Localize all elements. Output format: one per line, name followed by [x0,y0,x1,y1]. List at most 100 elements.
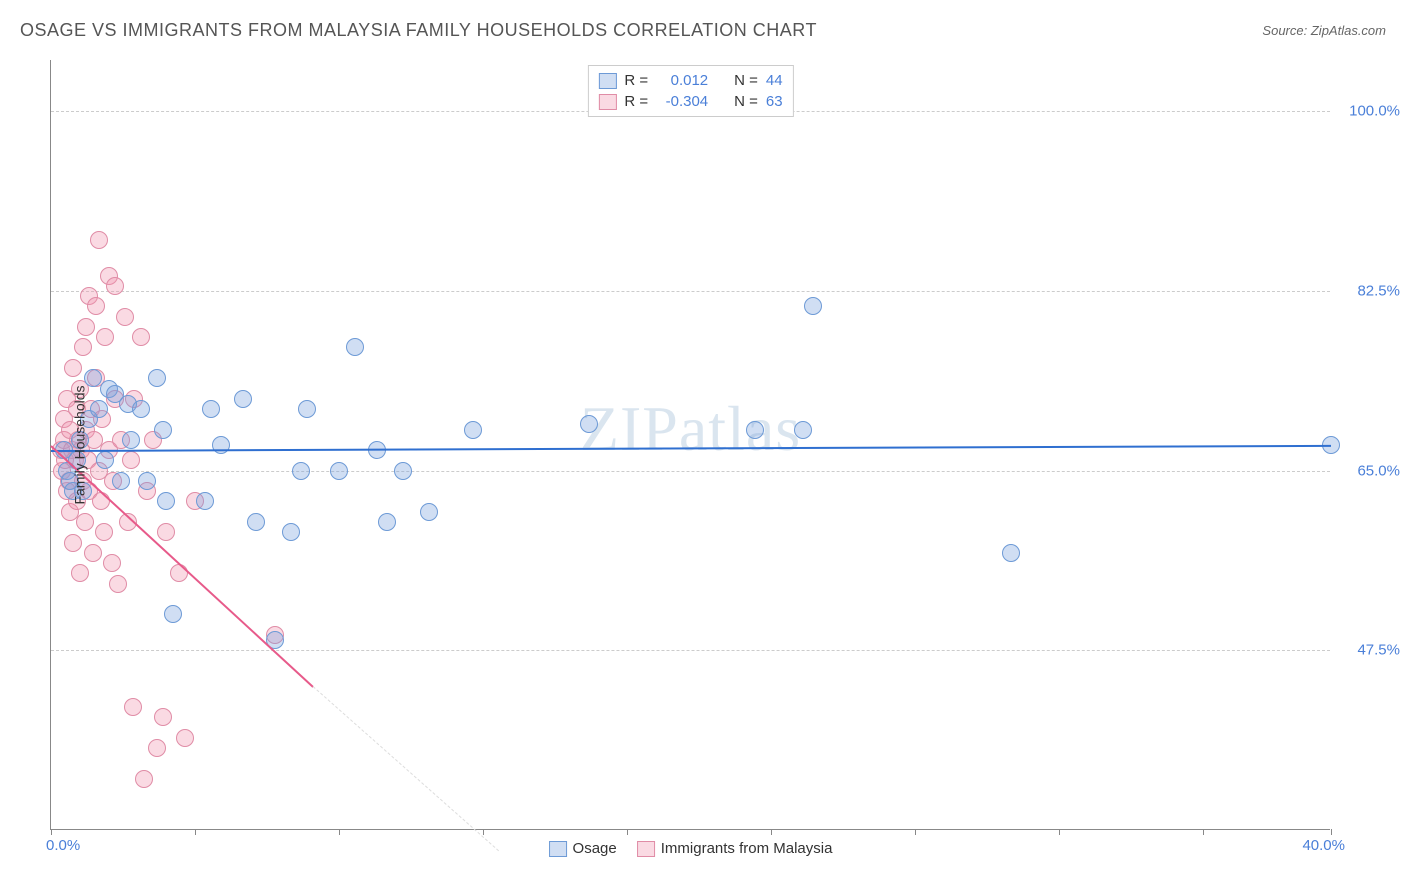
data-point [96,328,114,346]
data-point [154,708,172,726]
data-point [804,297,822,315]
data-point [138,472,156,490]
data-point [746,421,764,439]
legend-series: Osage Immigrants from Malaysia [549,840,833,857]
data-point [148,739,166,757]
data-point [112,472,130,490]
trend-line [51,445,1331,452]
data-point [170,564,188,582]
data-point [95,523,113,541]
x-tick-label-end: 40.0% [1302,837,1345,854]
legend-item: Immigrants from Malaysia [637,840,833,857]
y-tick-label: 82.5% [1357,283,1400,300]
data-point [794,421,812,439]
data-point [298,400,316,418]
x-tick [51,829,52,835]
source-name: ZipAtlas.com [1311,23,1386,38]
gridline [51,291,1330,292]
data-point [90,400,108,418]
data-point [106,277,124,295]
data-point [157,492,175,510]
data-point [132,328,150,346]
data-point [292,462,310,480]
data-point [247,513,265,531]
chart-area: ZIPatlas 47.5%65.0%82.5%100.0%0.0%40.0%R… [50,60,1330,830]
data-point [109,575,127,593]
r-value: 0.012 [656,72,708,89]
data-point [116,308,134,326]
x-tick-label-start: 0.0% [46,837,80,854]
data-point [1002,544,1020,562]
legend-swatch [598,94,616,110]
data-point [96,451,114,469]
n-label: N = [734,93,758,110]
data-point [580,415,598,433]
gridline [51,471,1330,472]
data-point [77,318,95,336]
x-tick [915,829,916,835]
data-point [157,523,175,541]
y-tick-label: 100.0% [1349,103,1400,120]
x-tick [1059,829,1060,835]
r-label: R = [624,72,648,89]
y-tick-label: 47.5% [1357,642,1400,659]
data-point [64,359,82,377]
data-point [148,369,166,387]
r-value: -0.304 [656,93,708,110]
legend-stats: R = 0.012 N = 44 R = -0.304 N = 63 [587,65,793,117]
data-point [420,503,438,521]
x-tick [771,829,772,835]
data-point [64,534,82,552]
x-tick [483,829,484,835]
legend-swatch [598,73,616,89]
y-tick-label: 65.0% [1357,462,1400,479]
legend-label: Osage [573,840,617,857]
n-label: N = [734,72,758,89]
x-tick [627,829,628,835]
data-point [74,338,92,356]
data-point [122,431,140,449]
data-point [84,544,102,562]
legend-item: Osage [549,840,617,857]
data-point [135,770,153,788]
source-label: Source: [1262,23,1307,38]
data-point [154,421,172,439]
data-point [234,390,252,408]
legend-swatch [637,841,655,857]
trend-line [50,445,314,688]
chart-title: OSAGE VS IMMIGRANTS FROM MALAYSIA FAMILY… [20,20,817,41]
plot-region: ZIPatlas 47.5%65.0%82.5%100.0%0.0%40.0%R… [50,60,1330,830]
n-value: 63 [766,93,783,110]
trend-line-extrapolated [313,686,499,851]
data-point [464,421,482,439]
legend-stats-row: R = -0.304 N = 63 [598,91,782,112]
data-point [202,400,220,418]
data-point [132,400,150,418]
data-point [378,513,396,531]
header: OSAGE VS IMMIGRANTS FROM MALAYSIA FAMILY… [20,20,1386,41]
gridline [51,650,1330,651]
y-axis-label: Family Households [72,385,88,504]
data-point [330,462,348,480]
x-tick [1203,829,1204,835]
data-point [394,462,412,480]
data-point [282,523,300,541]
n-value: 44 [766,72,783,89]
data-point [196,492,214,510]
data-point [103,554,121,572]
data-point [176,729,194,747]
data-point [87,297,105,315]
x-tick [1331,829,1332,835]
legend-swatch [549,841,567,857]
x-tick [195,829,196,835]
data-point [90,231,108,249]
legend-label: Immigrants from Malaysia [661,840,833,857]
data-point [124,698,142,716]
watermark: ZIPatlas [580,392,801,466]
data-point [164,605,182,623]
legend-stats-row: R = 0.012 N = 44 [598,70,782,91]
data-point [71,564,89,582]
r-label: R = [624,93,648,110]
data-point [346,338,364,356]
source-attribution: Source: ZipAtlas.com [1262,23,1386,38]
